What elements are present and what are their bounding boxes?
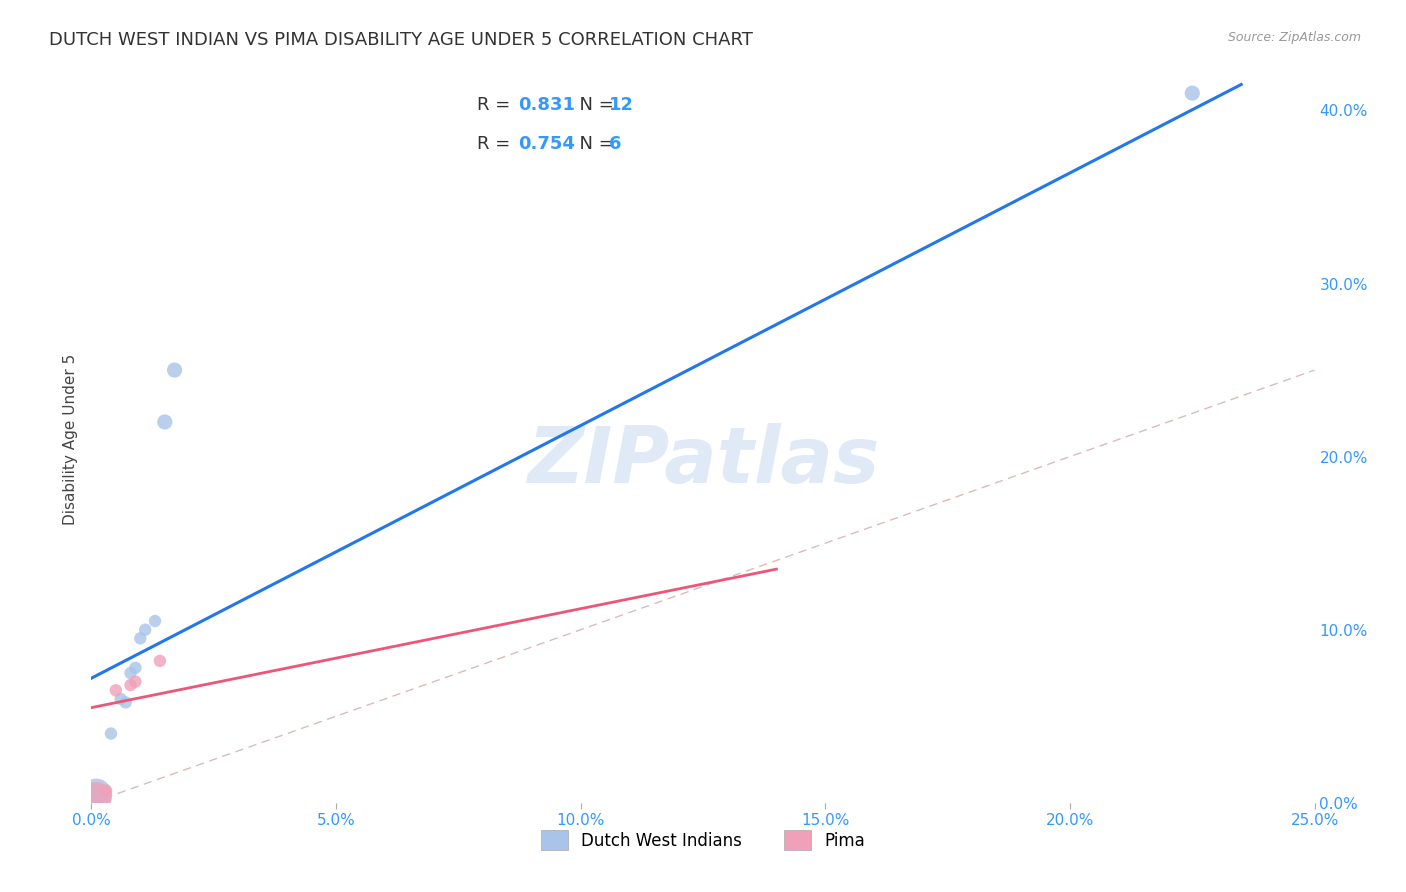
Point xyxy=(120,665,142,680)
Point xyxy=(104,683,127,698)
Point xyxy=(114,695,136,709)
Text: Source: ZipAtlas.com: Source: ZipAtlas.com xyxy=(1227,31,1361,45)
Text: R =: R = xyxy=(477,96,516,114)
Legend: Dutch West Indians, Pima: Dutch West Indians, Pima xyxy=(534,823,872,856)
Point xyxy=(124,674,146,689)
Text: DUTCH WEST INDIAN VS PIMA DISABILITY AGE UNDER 5 CORRELATION CHART: DUTCH WEST INDIAN VS PIMA DISABILITY AGE… xyxy=(49,31,754,49)
Point xyxy=(84,787,107,801)
Point xyxy=(129,632,152,646)
Point xyxy=(94,783,117,797)
Text: 0.754: 0.754 xyxy=(519,136,575,153)
Point xyxy=(110,692,132,706)
Point xyxy=(143,614,166,628)
Text: ZIPatlas: ZIPatlas xyxy=(527,423,879,500)
Point xyxy=(134,623,156,637)
Text: N =: N = xyxy=(568,136,620,153)
Point xyxy=(163,363,186,377)
Point xyxy=(120,678,142,692)
Text: 12: 12 xyxy=(609,96,634,114)
Text: 6: 6 xyxy=(609,136,621,153)
Point xyxy=(153,415,176,429)
Point xyxy=(124,661,146,675)
Text: R =: R = xyxy=(477,136,516,153)
Text: N =: N = xyxy=(568,96,620,114)
Point xyxy=(100,726,122,740)
Point xyxy=(84,790,107,805)
Y-axis label: Disability Age Under 5: Disability Age Under 5 xyxy=(62,354,77,524)
Text: 0.831: 0.831 xyxy=(519,96,575,114)
Point xyxy=(149,654,172,668)
Point xyxy=(1181,86,1204,100)
